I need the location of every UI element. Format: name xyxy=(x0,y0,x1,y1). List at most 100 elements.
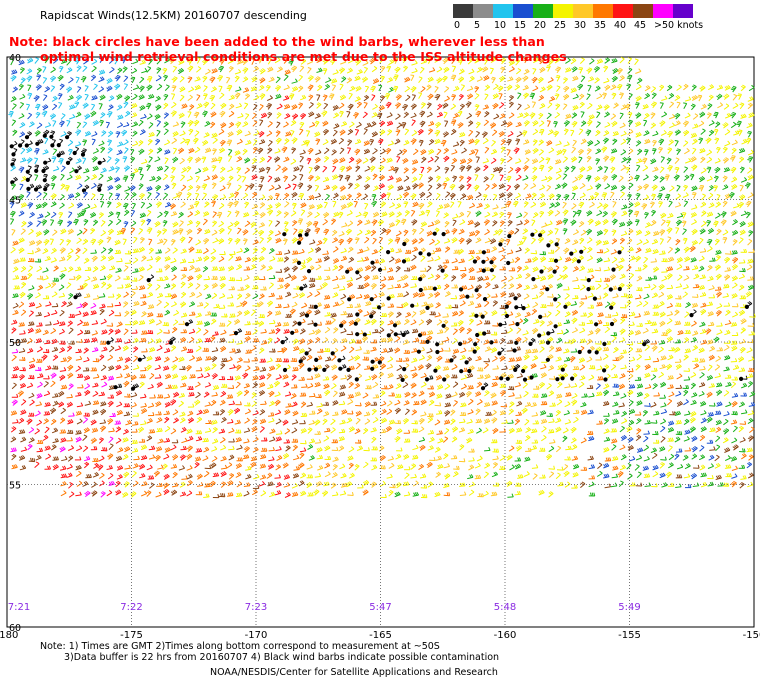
wind-barb xyxy=(300,329,305,334)
wind-barb xyxy=(613,294,619,298)
wind-barb xyxy=(229,255,233,261)
wind-barb xyxy=(587,247,592,253)
wind-barb xyxy=(12,464,18,468)
wind-barb xyxy=(445,403,451,407)
wind-barb xyxy=(229,314,235,318)
wind-barb xyxy=(403,66,407,72)
wind-barb xyxy=(379,121,385,127)
wind-barb xyxy=(158,439,164,443)
wind-barb xyxy=(493,376,499,379)
wind-barb xyxy=(59,375,65,380)
wind-barb xyxy=(76,159,82,164)
wind-barb xyxy=(125,193,129,199)
wind-barb xyxy=(275,177,281,182)
lon-label: -155 xyxy=(618,630,641,641)
wind-barb xyxy=(372,104,377,109)
wind-barb xyxy=(253,474,259,479)
wind-barb xyxy=(539,185,544,190)
wind-barb xyxy=(181,292,186,298)
wind-barb xyxy=(652,329,658,333)
wind-barb xyxy=(236,303,242,308)
wind-barb xyxy=(451,202,455,208)
wind-barb xyxy=(476,122,480,128)
wind-barb xyxy=(59,341,65,345)
wind-barb xyxy=(44,411,50,415)
wind-barb xyxy=(75,255,80,261)
wind-barb xyxy=(11,427,16,433)
wind-barb xyxy=(547,303,553,306)
wind-barb xyxy=(133,301,139,306)
wind-barb xyxy=(362,336,368,342)
wind-barb xyxy=(690,174,694,180)
wind-barb xyxy=(90,212,96,217)
wind-barb xyxy=(227,167,233,172)
wind-barb xyxy=(654,393,660,397)
wind-barb xyxy=(244,202,248,208)
wind-barb xyxy=(652,93,656,99)
wind-barb xyxy=(11,159,16,166)
wind-barb xyxy=(69,114,75,119)
wind-barb xyxy=(124,102,128,108)
wind-barb xyxy=(28,113,32,119)
wind-barb xyxy=(291,148,295,154)
wind-barb xyxy=(651,276,657,279)
wind-barb xyxy=(38,285,43,290)
wind-barb xyxy=(539,121,544,127)
wind-barb xyxy=(573,472,579,477)
wind-barb xyxy=(396,312,401,317)
wind-barb xyxy=(172,455,178,461)
wind-barb xyxy=(347,238,353,244)
wind-barb xyxy=(563,86,569,92)
wind-barb xyxy=(475,175,478,181)
wind-barb xyxy=(506,176,511,182)
wind-barb xyxy=(355,340,361,343)
wind-barb xyxy=(157,84,162,90)
wind-barb xyxy=(396,266,401,272)
wind-barb xyxy=(203,211,209,216)
wind-barb xyxy=(499,239,505,246)
wind-barb xyxy=(477,77,483,82)
wind-barb xyxy=(412,255,417,261)
wind-barb xyxy=(253,104,257,110)
wind-barb xyxy=(533,121,539,126)
wind-barb xyxy=(356,86,362,91)
wind-barb xyxy=(20,367,26,371)
wind-barb xyxy=(197,292,202,297)
wind-barb xyxy=(465,357,472,364)
wind-barb xyxy=(45,302,51,306)
wind-barb xyxy=(131,330,137,334)
wind-barb xyxy=(507,455,513,460)
wind-barb xyxy=(602,176,607,182)
wind-barb xyxy=(483,330,491,335)
wind-barb xyxy=(453,220,456,226)
wind-barb xyxy=(213,473,219,477)
wind-barb xyxy=(283,359,289,362)
wind-barb xyxy=(181,138,186,143)
wind-barb xyxy=(133,481,138,486)
wind-barb xyxy=(178,68,184,73)
wind-barb xyxy=(68,95,74,100)
wind-barb xyxy=(123,67,127,73)
wind-barb xyxy=(150,373,155,379)
wind-barb xyxy=(723,185,729,190)
wind-barb xyxy=(301,210,305,216)
wind-barb xyxy=(205,121,210,126)
wind-barb xyxy=(419,437,425,441)
wind-barb xyxy=(397,123,402,129)
wind-barb xyxy=(357,485,363,489)
wind-barb xyxy=(157,329,162,334)
wind-barb xyxy=(36,359,42,362)
wind-barb xyxy=(636,165,639,171)
wind-barb xyxy=(419,274,426,281)
wind-barb xyxy=(500,159,504,165)
wind-barb xyxy=(629,312,635,316)
wind-barb xyxy=(260,475,266,480)
wind-barb xyxy=(476,211,482,217)
wind-barb xyxy=(29,438,35,443)
wind-barb xyxy=(331,428,336,434)
wind-barb xyxy=(212,439,218,444)
wind-barb xyxy=(563,428,568,433)
wind-barb xyxy=(589,59,594,65)
wind-barb xyxy=(573,211,576,217)
wind-barb xyxy=(444,420,450,424)
